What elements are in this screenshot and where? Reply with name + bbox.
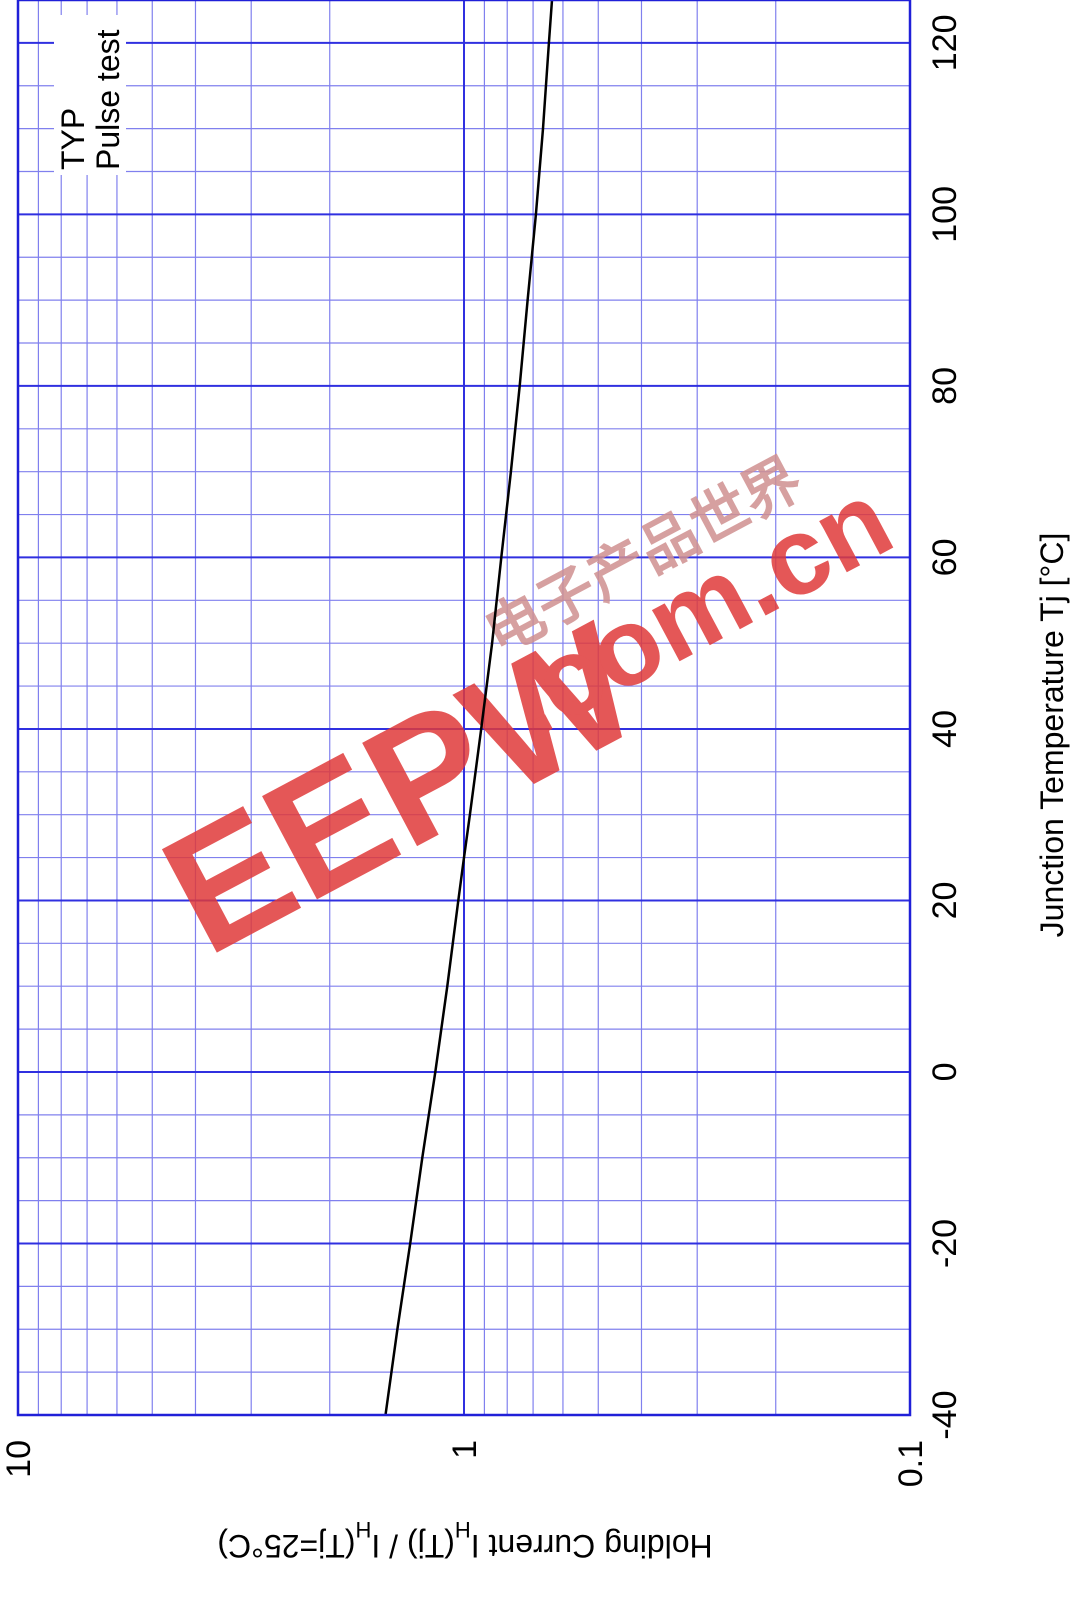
y-axis-title-sub1: H: [455, 1518, 471, 1543]
x-tick-label: 120: [926, 15, 964, 72]
y-tick-labels: 0.1 1 10: [0, 1440, 930, 1487]
y-tick-label: 1: [446, 1440, 484, 1459]
x-tick-label: 100: [926, 186, 964, 243]
x-tick-label: -20: [926, 1219, 964, 1268]
y-axis-title-prefix: Holding Current I: [471, 1528, 713, 1564]
x-axis-title: Junction Temperature Tj [°C]: [1034, 533, 1070, 938]
y-axis-title: Holding Current IH(Tj) / IH(Tj=25°C): [217, 1518, 712, 1565]
annotation-background: [54, 15, 126, 175]
x-tick-label: 20: [926, 882, 964, 920]
x-tick-label: 40: [926, 710, 964, 748]
annotation-typ: TYP: [55, 108, 91, 170]
x-tick-labels: -40 -20 0 20 40 60 80 100 120: [926, 15, 964, 1440]
grid-major-lines: [18, 0, 910, 1415]
x-tick-label: 60: [926, 539, 964, 577]
plot-frame: [16, 0, 912, 1417]
annotation-pulse-test: Pulse test: [90, 29, 126, 170]
y-axis-title-sub2: H: [355, 1518, 371, 1543]
x-tick-label: 80: [926, 367, 964, 405]
y-axis-title-suffix: (Tj=25°C): [217, 1528, 355, 1564]
y-tick-label: 10: [0, 1440, 38, 1478]
watermark: EEPW .com.cn 电子产品世界: [135, 446, 911, 991]
x-tick-label: -40: [926, 1390, 964, 1439]
series-line: [384, 0, 554, 1416]
x-tick-label: 0: [926, 1063, 964, 1082]
y-axis-title-mid: (Tj) / I: [371, 1528, 455, 1564]
y-tick-label: 0.1: [892, 1440, 930, 1487]
